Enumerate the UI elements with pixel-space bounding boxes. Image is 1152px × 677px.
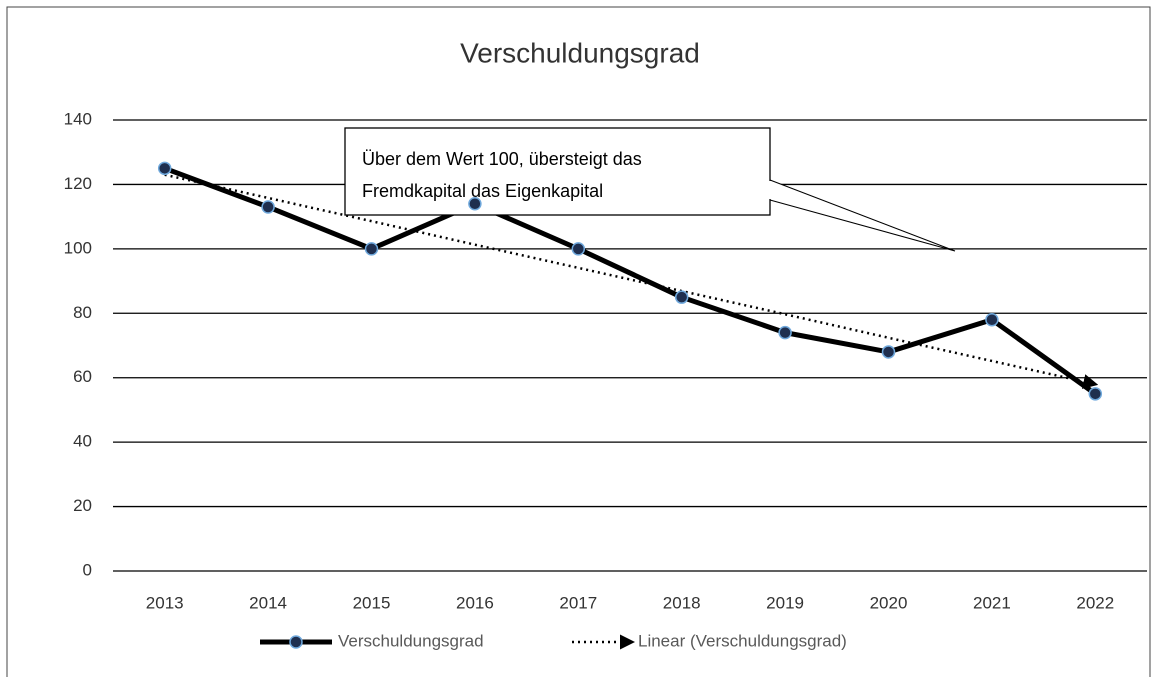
data-point <box>674 290 689 304</box>
y-tick-label: 100 <box>64 238 92 257</box>
chart-title: Verschuldungsgrad <box>460 37 700 68</box>
x-tick-label: 2016 <box>456 593 494 612</box>
y-tick-label: 0 <box>83 560 92 579</box>
data-point <box>571 242 586 256</box>
y-tick-label: 60 <box>73 367 92 386</box>
x-tick-label: 2013 <box>146 593 184 612</box>
x-tick-label: 2020 <box>870 593 908 612</box>
data-point <box>881 345 896 359</box>
data-point <box>778 325 792 340</box>
x-tick-label: 2015 <box>353 593 391 612</box>
x-tick-label: 2017 <box>559 593 597 612</box>
data-line <box>163 165 1097 396</box>
legend-marker <box>289 635 303 649</box>
x-tick-label: 2018 <box>663 593 701 612</box>
legend-item: Linear (Verschuldungsgrad) <box>572 631 847 650</box>
legend-label: Verschuldungsgrad <box>338 631 484 650</box>
y-tick-label: 40 <box>73 432 92 451</box>
chart-border <box>6 6 1151 677</box>
data-point <box>261 200 275 214</box>
legend-label: Linear (Verschuldungsgrad) <box>638 631 847 650</box>
x-tick-label: 2014 <box>249 593 287 612</box>
y-tick-label: 80 <box>73 303 92 322</box>
x-tick-label: 2021 <box>973 593 1011 612</box>
x-tick-label: 2022 <box>1076 593 1114 612</box>
y-tick-label: 120 <box>64 174 92 193</box>
callout-pointer <box>769 179 956 252</box>
callout-box <box>344 127 771 216</box>
data-point <box>468 197 482 211</box>
data-point <box>1088 387 1103 401</box>
x-tick-label: 2019 <box>766 593 804 612</box>
legend-item: Verschuldungsgrad <box>260 631 484 650</box>
y-tick-label: 140 <box>64 109 92 128</box>
data-point <box>985 312 999 327</box>
y-tick-label: 20 <box>73 496 92 515</box>
callout-text: Über dem Wert 100, übersteigt das <box>362 149 642 169</box>
data-point <box>364 242 379 256</box>
data-point <box>157 161 172 176</box>
callout-text: Fremdkapital das Eigenkapital <box>362 181 603 201</box>
